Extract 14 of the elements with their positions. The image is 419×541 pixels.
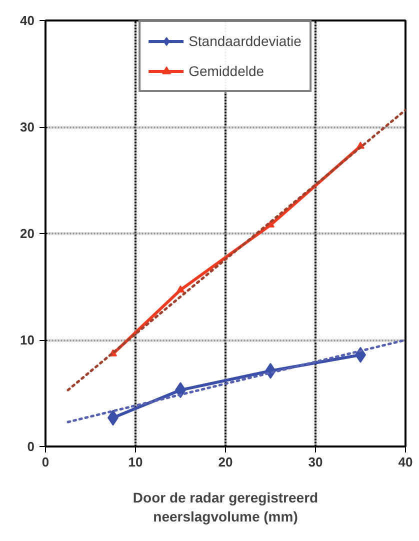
legend-label: Standaarddeviatie (188, 32, 302, 51)
point (176, 285, 184, 292)
y-tick-label: 20 (20, 226, 35, 241)
legend-label: Gemiddelde (188, 62, 264, 81)
x-tick-label: 30 (308, 454, 323, 470)
y-tick-label: 40 (20, 13, 35, 28)
y-tick-label: 0 (27, 439, 35, 454)
x-tick-label: 10 (128, 454, 143, 470)
x-axis-title: Door de radar geregistreerd neerslagvolume (mm) (132, 490, 318, 525)
x-tick-label: 0 (42, 454, 50, 470)
y-tick-label: 10 (20, 332, 35, 348)
x-tick-label: 20 (218, 454, 233, 470)
x-tick-label: 40 (398, 454, 413, 470)
y-tick-label: 30 (20, 120, 35, 134)
